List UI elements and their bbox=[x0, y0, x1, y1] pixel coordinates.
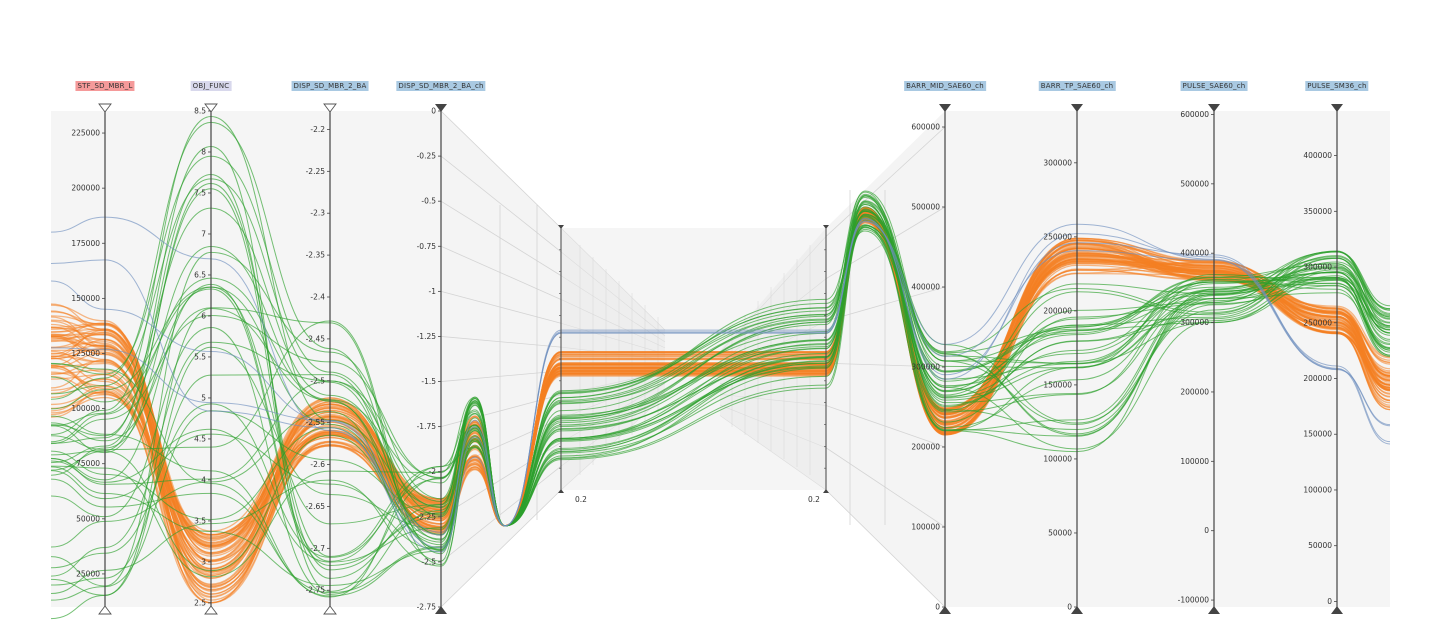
svg-text:-1.5: -1.5 bbox=[421, 377, 436, 386]
svg-text:50000: 50000 bbox=[1048, 528, 1072, 537]
svg-text:-2.65: -2.65 bbox=[306, 502, 326, 511]
svg-text:-2.2: -2.2 bbox=[310, 125, 325, 134]
svg-text:600000: 600000 bbox=[1180, 110, 1209, 119]
svg-text:-2.75: -2.75 bbox=[417, 603, 437, 612]
axis-label-stf[interactable]: STF_SD_MBR_L bbox=[75, 81, 135, 91]
svg-text:-2.25: -2.25 bbox=[306, 167, 326, 176]
svg-text:5.5: 5.5 bbox=[194, 352, 206, 361]
svg-text:7: 7 bbox=[201, 229, 206, 238]
svg-text:400000: 400000 bbox=[1303, 151, 1332, 160]
axis-label-pulse36[interactable]: PULSE_SM36_ch bbox=[1305, 81, 1369, 91]
svg-text:7.5: 7.5 bbox=[194, 188, 206, 197]
svg-text:0: 0 bbox=[1327, 597, 1332, 606]
svg-text:200000: 200000 bbox=[1303, 374, 1332, 383]
svg-text:-2.25: -2.25 bbox=[417, 512, 437, 521]
svg-text:8: 8 bbox=[201, 147, 206, 156]
svg-text:-0.5: -0.5 bbox=[421, 197, 436, 206]
svg-text:-2.3: -2.3 bbox=[310, 209, 325, 218]
svg-text:150000: 150000 bbox=[1043, 380, 1072, 389]
svg-text:0: 0 bbox=[1067, 603, 1072, 612]
svg-text:-2.5: -2.5 bbox=[421, 557, 436, 566]
svg-text:-1.75: -1.75 bbox=[417, 422, 437, 431]
svg-text:4.5: 4.5 bbox=[194, 434, 206, 443]
svg-text:175000: 175000 bbox=[71, 239, 100, 248]
svg-text:500000: 500000 bbox=[1180, 179, 1209, 188]
svg-text:4: 4 bbox=[201, 475, 206, 484]
svg-text:6: 6 bbox=[201, 311, 206, 320]
svg-text:3: 3 bbox=[201, 557, 206, 566]
svg-text:-2.6: -2.6 bbox=[310, 460, 325, 469]
svg-text:100000: 100000 bbox=[1043, 454, 1072, 463]
data-lines bbox=[50, 115, 1391, 620]
svg-text:300000: 300000 bbox=[1303, 263, 1332, 272]
svg-text:200000: 200000 bbox=[911, 443, 940, 452]
axis-label-disp[interactable]: DISP_SD_MBR_2_BA bbox=[291, 81, 369, 91]
svg-text:-0.75: -0.75 bbox=[417, 242, 437, 251]
svg-text:300000: 300000 bbox=[1180, 318, 1209, 327]
svg-text:0.2: 0.2 bbox=[808, 495, 820, 504]
svg-text:5: 5 bbox=[201, 393, 206, 402]
svg-text:3.5: 3.5 bbox=[194, 516, 206, 525]
svg-text:125000: 125000 bbox=[71, 349, 100, 358]
svg-text:250000: 250000 bbox=[1043, 232, 1072, 241]
svg-text:50000: 50000 bbox=[76, 514, 100, 523]
axes: 2500050000750001000001250001500001750002… bbox=[71, 103, 1343, 615]
svg-text:0.2: 0.2 bbox=[575, 495, 587, 504]
svg-text:-0.25: -0.25 bbox=[417, 152, 437, 161]
svg-text:-1.25: -1.25 bbox=[417, 332, 437, 341]
svg-text:-2.4: -2.4 bbox=[310, 293, 325, 302]
svg-text:-2.55: -2.55 bbox=[306, 418, 326, 427]
svg-text:-2.45: -2.45 bbox=[306, 334, 326, 343]
axis-label-barrtp[interactable]: BARR_TP_SAE60_ch bbox=[1038, 81, 1116, 91]
svg-text:400000: 400000 bbox=[911, 283, 940, 292]
svg-text:-2.7: -2.7 bbox=[310, 544, 325, 553]
svg-text:25000: 25000 bbox=[76, 569, 100, 578]
svg-text:75000: 75000 bbox=[76, 459, 100, 468]
svg-text:-2: -2 bbox=[429, 467, 437, 476]
svg-text:300000: 300000 bbox=[1043, 158, 1072, 167]
svg-text:0: 0 bbox=[431, 107, 436, 116]
svg-text:150000: 150000 bbox=[71, 294, 100, 303]
svg-text:2.5: 2.5 bbox=[194, 598, 206, 607]
axis-label-obj[interactable]: OBJ_FUNC bbox=[190, 81, 232, 91]
svg-text:100000: 100000 bbox=[71, 404, 100, 413]
svg-text:225000: 225000 bbox=[71, 129, 100, 138]
svg-text:100000: 100000 bbox=[911, 523, 940, 532]
svg-text:200000: 200000 bbox=[1043, 306, 1072, 315]
svg-text:100000: 100000 bbox=[1303, 485, 1332, 494]
axis-label-dispch[interactable]: DISP_SD_MBR_2_BA_ch bbox=[396, 81, 486, 91]
svg-text:200000: 200000 bbox=[1180, 387, 1209, 396]
svg-text:-2.5: -2.5 bbox=[310, 376, 325, 385]
svg-text:200000: 200000 bbox=[71, 184, 100, 193]
svg-text:500000: 500000 bbox=[911, 203, 940, 212]
svg-text:600000: 600000 bbox=[911, 123, 940, 132]
svg-text:6.5: 6.5 bbox=[194, 270, 206, 279]
svg-text:100000: 100000 bbox=[1180, 457, 1209, 466]
svg-text:400000: 400000 bbox=[1180, 249, 1209, 258]
svg-text:300000: 300000 bbox=[911, 363, 940, 372]
svg-text:8.5: 8.5 bbox=[194, 107, 206, 116]
svg-text:50000: 50000 bbox=[1308, 541, 1332, 550]
svg-text:-2.35: -2.35 bbox=[306, 251, 326, 260]
svg-text:150000: 150000 bbox=[1303, 430, 1332, 439]
svg-text:0: 0 bbox=[1204, 526, 1209, 535]
svg-text:350000: 350000 bbox=[1303, 207, 1332, 216]
axis-label-pulse60[interactable]: PULSE_SAE60_ch bbox=[1180, 81, 1248, 91]
axis-label-barrmid[interactable]: BARR_MID_SAE60_ch bbox=[904, 81, 986, 91]
svg-text:-100000: -100000 bbox=[1178, 596, 1210, 605]
svg-text:250000: 250000 bbox=[1303, 318, 1332, 327]
svg-text:-1: -1 bbox=[429, 287, 437, 296]
svg-text:-2.75: -2.75 bbox=[306, 586, 326, 595]
svg-text:0: 0 bbox=[935, 603, 940, 612]
